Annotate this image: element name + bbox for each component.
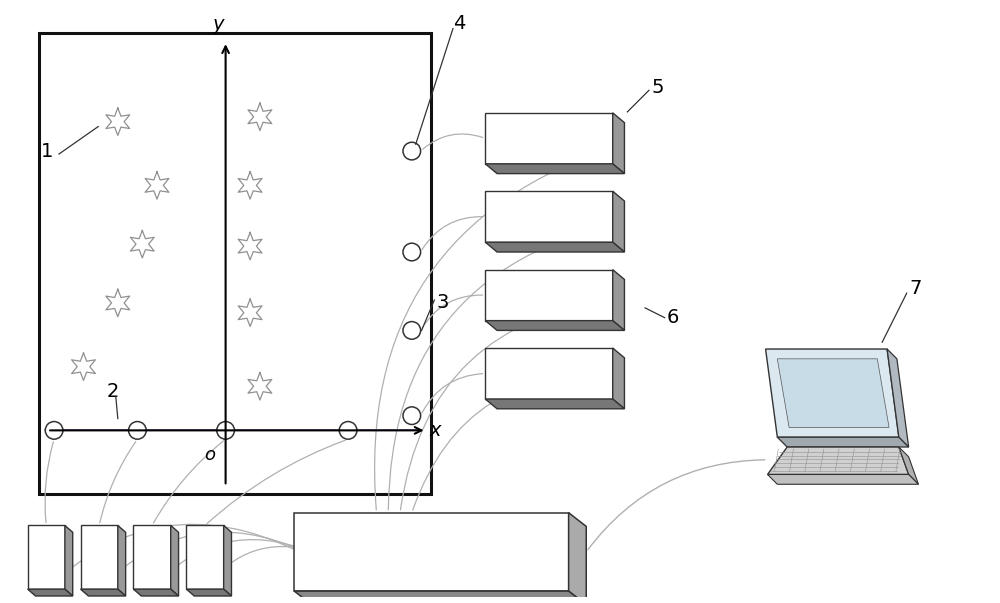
FancyBboxPatch shape <box>39 34 431 494</box>
Circle shape <box>403 142 421 160</box>
Circle shape <box>217 421 234 439</box>
Circle shape <box>403 243 421 261</box>
Text: 1: 1 <box>41 142 53 160</box>
Polygon shape <box>28 525 65 589</box>
Text: 5: 5 <box>652 78 664 97</box>
Circle shape <box>129 421 146 439</box>
Polygon shape <box>224 525 231 596</box>
Polygon shape <box>133 589 179 596</box>
Polygon shape <box>81 589 126 596</box>
Polygon shape <box>81 525 118 589</box>
Polygon shape <box>768 447 909 475</box>
Polygon shape <box>613 113 624 174</box>
Polygon shape <box>485 348 613 399</box>
Text: 6: 6 <box>667 308 679 327</box>
Text: 2: 2 <box>107 382 119 400</box>
Circle shape <box>45 421 63 439</box>
Polygon shape <box>613 191 624 252</box>
Polygon shape <box>28 589 73 596</box>
Text: $o$: $o$ <box>204 446 216 464</box>
Circle shape <box>403 321 421 339</box>
Polygon shape <box>171 525 179 596</box>
Polygon shape <box>133 525 171 589</box>
Polygon shape <box>613 348 624 409</box>
Polygon shape <box>569 513 586 603</box>
Text: 3: 3 <box>436 294 449 312</box>
Text: 4: 4 <box>453 14 465 33</box>
Polygon shape <box>118 525 126 596</box>
Circle shape <box>403 407 421 425</box>
Polygon shape <box>777 359 889 428</box>
Polygon shape <box>777 437 909 447</box>
Polygon shape <box>899 447 918 484</box>
Polygon shape <box>485 399 624 409</box>
Polygon shape <box>766 349 899 437</box>
Polygon shape <box>768 475 918 484</box>
Text: 7: 7 <box>910 279 922 298</box>
Circle shape <box>339 421 357 439</box>
Polygon shape <box>485 242 624 252</box>
Polygon shape <box>186 589 231 596</box>
Text: $y$: $y$ <box>212 17 226 36</box>
Polygon shape <box>294 591 586 603</box>
Polygon shape <box>65 525 73 596</box>
Polygon shape <box>485 191 613 242</box>
Polygon shape <box>485 113 613 164</box>
Polygon shape <box>485 321 624 330</box>
Polygon shape <box>294 513 569 591</box>
Polygon shape <box>613 270 624 330</box>
Polygon shape <box>485 164 624 174</box>
Text: $x$: $x$ <box>429 421 444 440</box>
Polygon shape <box>887 349 909 447</box>
Polygon shape <box>485 270 613 321</box>
Polygon shape <box>186 525 224 589</box>
